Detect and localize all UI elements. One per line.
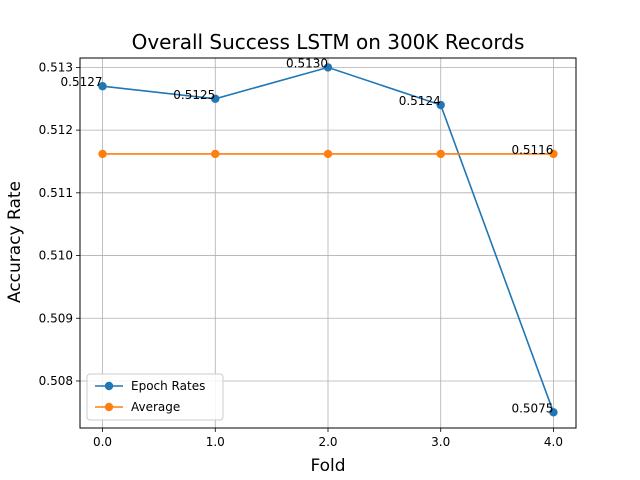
data-label: 0.5124: [399, 94, 441, 108]
y-tick-label: 0.509: [39, 311, 73, 325]
series-point-1: [549, 408, 558, 417]
legend: Epoch Rates Average: [86, 373, 224, 421]
x-tick-label: 3.0: [431, 435, 450, 449]
data-labels: 0.5127 0.5125 0.5130 0.5124 0.5075 0.5116: [61, 56, 554, 415]
y-tick-label: 0.512: [39, 123, 73, 137]
series-point-1: [98, 82, 107, 91]
y-tick-label: 0.508: [39, 374, 73, 388]
series-point-1: [436, 100, 445, 110]
data-label: 0.5130: [286, 56, 328, 70]
plot-frame: [79, 57, 577, 429]
x-tick-label: 4.0: [544, 435, 563, 449]
legend-marker-1: [104, 381, 114, 391]
series-point-2: [549, 149, 558, 159]
series-point-2: [436, 149, 445, 159]
chart-title: Overall Success LSTM on 300K Records: [132, 30, 525, 54]
x-tick-label: 1.0: [206, 435, 225, 449]
series-layer: [98, 63, 558, 417]
series-point-2: [98, 149, 107, 159]
data-label: 0.5125: [173, 88, 215, 102]
x-axis-label: Fold: [310, 456, 345, 476]
x-tick-label: 2.0: [318, 435, 337, 449]
series-point-2: [323, 149, 333, 159]
series-point-1: [323, 63, 333, 72]
grid-lines: [80, 58, 576, 428]
y-tick-label: 0.513: [39, 60, 73, 74]
legend-label-1: Epoch Rates: [131, 379, 205, 393]
y-tick-label: 0.510: [39, 249, 73, 263]
series-point-2: [211, 149, 220, 159]
y-tick-label: 0.511: [39, 186, 73, 200]
data-label: 0.5075: [511, 401, 553, 415]
legend-marker-2: [104, 402, 114, 412]
y-axis-label: Accuracy Rate: [5, 181, 25, 303]
series-point-1: [211, 94, 220, 103]
data-label: 0.5116: [511, 143, 553, 157]
x-tick-label: 0.0: [93, 435, 112, 449]
legend-label-2: Average: [131, 400, 180, 414]
axis-ticks: 0.0 1.0 2.0 3.0 4.0 0.508 0.509 0.510 0.511 0.512…: [39, 60, 563, 449]
data-label: 0.5127: [61, 75, 103, 89]
